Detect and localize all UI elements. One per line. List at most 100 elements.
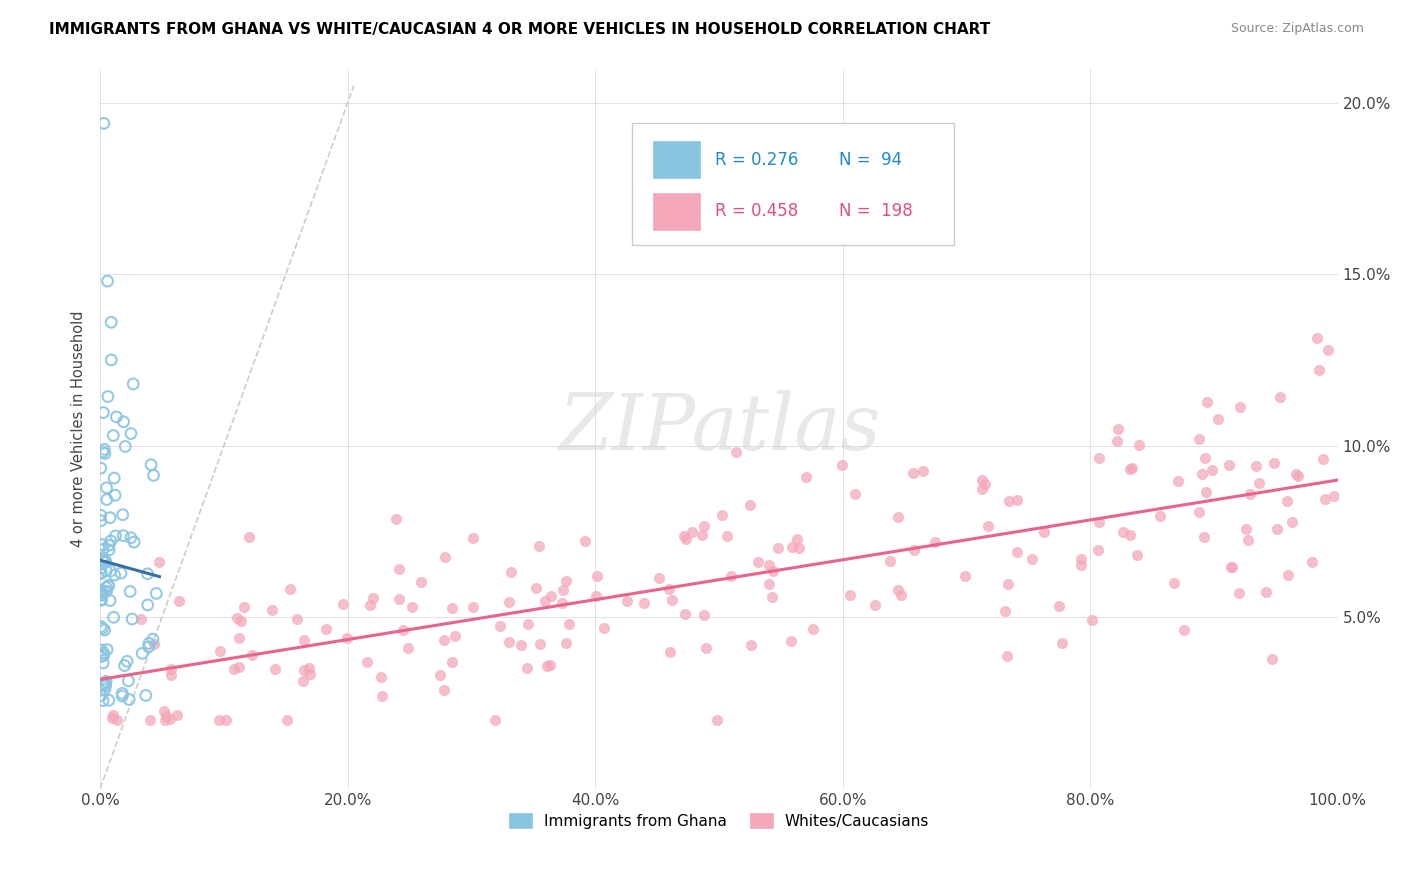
Point (91, 621, 114, 635)
Point (1005, 545, 1028, 559)
Point (536, 658, 558, 673)
Point (142, 632, 165, 647)
Point (90, 619, 112, 633)
Point (440, 601, 463, 615)
Point (433, 683, 456, 698)
Point (145, 586, 167, 600)
Point (285, 612, 308, 626)
Point (527, 539, 550, 553)
Point (91, 553, 114, 567)
Point (90, 643, 112, 657)
Point (110, 566, 132, 581)
Point (332, 597, 354, 611)
Point (780, 633, 803, 648)
Point (118, 692, 141, 706)
Point (100, 711, 122, 725)
Point (524, 581, 547, 595)
Point (100, 533, 122, 548)
Point (155, 708, 177, 723)
Point (1312, 452, 1334, 467)
Point (91, 550, 114, 565)
Point (97, 538, 120, 552)
Point (1188, 432, 1211, 446)
Point (538, 657, 561, 672)
Point (98, 542, 121, 557)
Point (396, 641, 419, 656)
Point (1107, 422, 1129, 436)
Point (96, 584, 118, 599)
Point (97, 578, 120, 592)
Point (1281, 515, 1303, 529)
Point (91, 656, 114, 670)
Point (103, 610, 125, 624)
Point (292, 664, 315, 678)
Point (1234, 522, 1257, 536)
Point (90, 514, 112, 528)
Point (209, 644, 232, 658)
Point (120, 531, 142, 545)
Point (690, 528, 713, 542)
Point (160, 662, 183, 676)
Point (91, 542, 114, 557)
Point (1315, 491, 1337, 506)
Point (658, 645, 681, 659)
Point (112, 415, 135, 429)
Point (516, 661, 538, 675)
Point (758, 576, 780, 591)
Point (740, 638, 762, 652)
Point (90, 593, 112, 607)
Point (129, 612, 152, 626)
Point (692, 608, 714, 623)
Point (1088, 515, 1111, 529)
Point (1263, 456, 1285, 470)
Point (997, 577, 1019, 591)
Point (93, 623, 115, 637)
Y-axis label: 4 or more Vehicles in Household: 4 or more Vehicles in Household (72, 310, 86, 547)
Point (1275, 494, 1298, 508)
Text: N =  94: N = 94 (839, 151, 903, 169)
Point (136, 566, 159, 581)
Point (994, 604, 1017, 618)
Point (995, 649, 1018, 664)
Point (90, 649, 112, 664)
Point (720, 569, 742, 583)
Point (1163, 576, 1185, 591)
Point (498, 634, 520, 648)
Point (879, 554, 901, 568)
Point (1052, 636, 1074, 650)
Point (159, 712, 181, 726)
Point (112, 529, 135, 543)
Point (90, 588, 112, 602)
Point (135, 689, 157, 703)
Point (114, 440, 136, 454)
Point (761, 591, 783, 605)
Point (516, 617, 538, 632)
Point (1111, 525, 1133, 540)
Point (762, 565, 785, 579)
Point (240, 648, 263, 662)
Point (1286, 468, 1309, 483)
Point (463, 531, 485, 545)
Point (264, 662, 287, 676)
Point (121, 612, 143, 626)
Point (153, 713, 176, 727)
Point (91, 445, 114, 459)
Point (681, 524, 703, 539)
Point (1081, 613, 1104, 627)
Point (844, 487, 866, 501)
Point (1128, 438, 1150, 452)
Point (970, 482, 993, 496)
Point (484, 713, 506, 727)
Point (924, 535, 946, 549)
Point (90, 689, 112, 703)
Point (298, 667, 321, 681)
Point (839, 588, 862, 602)
Point (93, 648, 115, 663)
Point (153, 704, 176, 718)
Point (228, 631, 250, 645)
Point (787, 541, 810, 555)
Point (139, 458, 162, 472)
Point (120, 426, 142, 441)
Point (228, 660, 250, 674)
Point (122, 376, 145, 391)
